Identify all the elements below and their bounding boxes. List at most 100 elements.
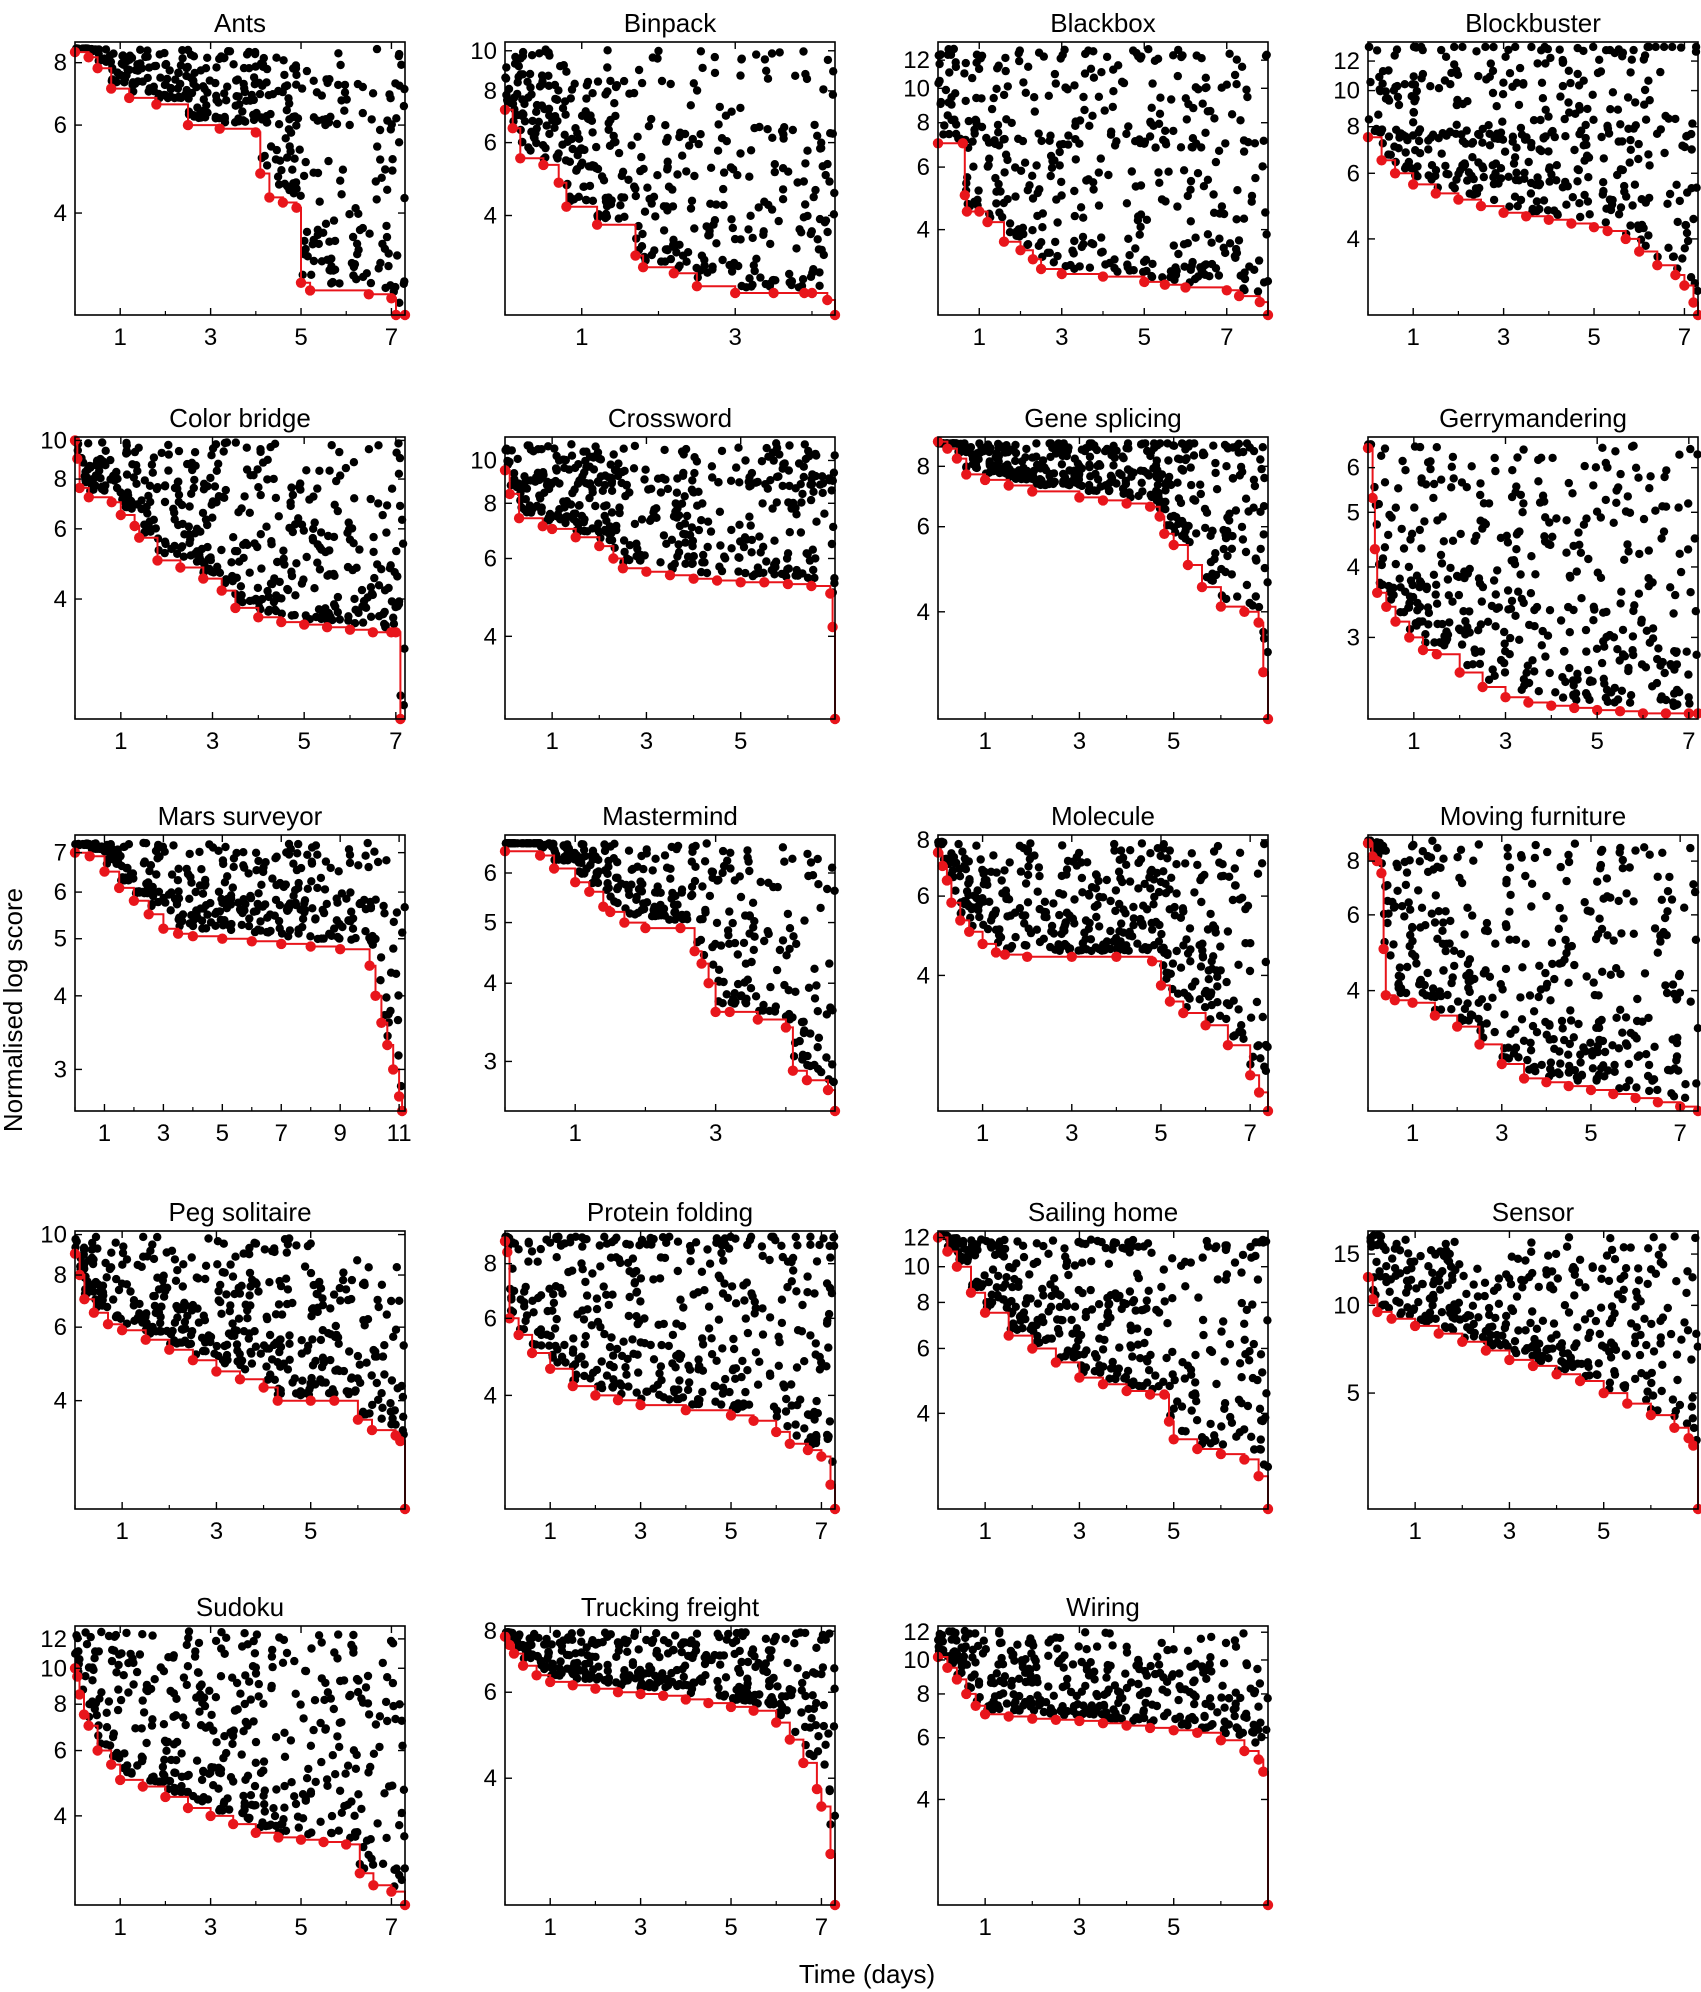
cloud-point — [984, 138, 994, 147]
cloud-point — [207, 451, 216, 460]
cloud-point — [1235, 848, 1245, 857]
cloud-point — [335, 279, 344, 288]
cloud-point — [828, 90, 838, 99]
cloud-point — [141, 839, 151, 848]
cloud-point — [1247, 191, 1257, 201]
cloud-point — [366, 494, 375, 504]
cloud-point — [787, 504, 796, 513]
cloud-point — [1253, 287, 1263, 296]
cloud-point — [273, 557, 282, 567]
cloud-point — [391, 79, 400, 88]
cloud-point — [588, 161, 597, 170]
cloud-point — [527, 51, 537, 60]
cloud-point — [1616, 120, 1625, 129]
cloud-point — [797, 498, 806, 507]
cloud-point — [1117, 919, 1126, 928]
cloud-point — [1589, 616, 1598, 625]
cloud-point — [293, 518, 303, 527]
cloud-point — [1206, 557, 1216, 567]
cloud-point — [148, 468, 157, 477]
cloud-point — [1644, 231, 1653, 240]
cloud-point — [1201, 83, 1210, 93]
cloud-point — [813, 235, 822, 244]
cloud-point — [345, 210, 354, 219]
cloud-point — [89, 474, 98, 483]
cloud-point — [1609, 518, 1618, 527]
cloud-point — [992, 199, 1001, 208]
cloud-point — [774, 472, 783, 481]
cloud-point — [1107, 127, 1116, 136]
cloud-point — [152, 484, 161, 494]
cloud-point — [657, 76, 667, 86]
cloud-point — [1033, 188, 1042, 198]
cloud-point — [1545, 606, 1555, 615]
cloud-point — [1045, 248, 1055, 257]
frontier-point — [961, 469, 972, 480]
cloud-point — [1023, 870, 1033, 880]
cloud-point — [813, 131, 822, 140]
cloud-point — [1648, 682, 1657, 691]
cloud-point — [296, 479, 305, 488]
cloud-point — [229, 533, 238, 542]
cloud-point — [750, 123, 759, 133]
cloud-point — [1365, 42, 1374, 52]
cloud-point — [1581, 133, 1590, 143]
y-tick-label: 8 — [917, 110, 930, 137]
cloud-point — [1061, 83, 1070, 92]
cloud-point — [747, 282, 756, 291]
cloud-point — [1424, 136, 1433, 145]
frontier-point — [617, 563, 629, 574]
cloud-point — [293, 114, 303, 123]
cloud-point — [958, 847, 967, 856]
x-tick-label: 5 — [734, 728, 747, 755]
cloud-point — [1019, 78, 1028, 87]
cloud-point — [1176, 143, 1186, 152]
cloud-point — [155, 93, 164, 102]
cloud-point — [762, 66, 771, 76]
cloud-point — [1161, 126, 1170, 135]
cloud-point — [134, 443, 143, 452]
cloud-point — [799, 213, 808, 222]
cloud-point — [1568, 193, 1578, 202]
cloud-point — [303, 252, 312, 261]
cloud-point — [1126, 467, 1135, 476]
cloud-point — [1644, 76, 1653, 85]
frontier-point — [1182, 559, 1194, 571]
cloud-point — [1215, 234, 1224, 243]
cloud-point — [585, 462, 594, 471]
cloud-point — [1432, 599, 1442, 608]
cloud-point — [302, 466, 311, 475]
cloud-point — [727, 525, 736, 535]
cloud-point — [974, 906, 983, 915]
frontier-point — [1239, 606, 1250, 617]
cloud-point — [950, 115, 959, 124]
cloud-point — [1517, 130, 1527, 139]
cloud-points — [501, 839, 839, 1087]
frontier-point — [124, 92, 135, 104]
cloud-point — [365, 229, 374, 238]
cloud-point — [347, 258, 357, 268]
cloud-point — [272, 53, 281, 62]
frontier-point — [534, 850, 546, 861]
cloud-point — [302, 66, 312, 76]
cloud-point — [1384, 530, 1393, 540]
cloud-point — [667, 535, 677, 544]
cloud-point — [713, 876, 722, 885]
cloud-point — [1176, 963, 1186, 972]
cloud-point — [206, 898, 215, 908]
x-tick-label: 9 — [333, 1120, 346, 1147]
cloud-point — [1613, 170, 1622, 180]
cloud-point — [995, 925, 1004, 934]
cloud-point — [1624, 124, 1633, 133]
cloud-point — [552, 466, 561, 475]
frontier-point — [780, 1022, 792, 1033]
cloud-point — [220, 493, 229, 502]
cloud-point — [1489, 42, 1498, 52]
cloud-point — [183, 45, 193, 55]
cloud-point — [636, 166, 645, 176]
cloud-point — [1477, 597, 1487, 606]
cloud-point — [753, 563, 763, 572]
y-tick-label: 10 — [470, 447, 497, 474]
frontier-point — [538, 159, 549, 171]
